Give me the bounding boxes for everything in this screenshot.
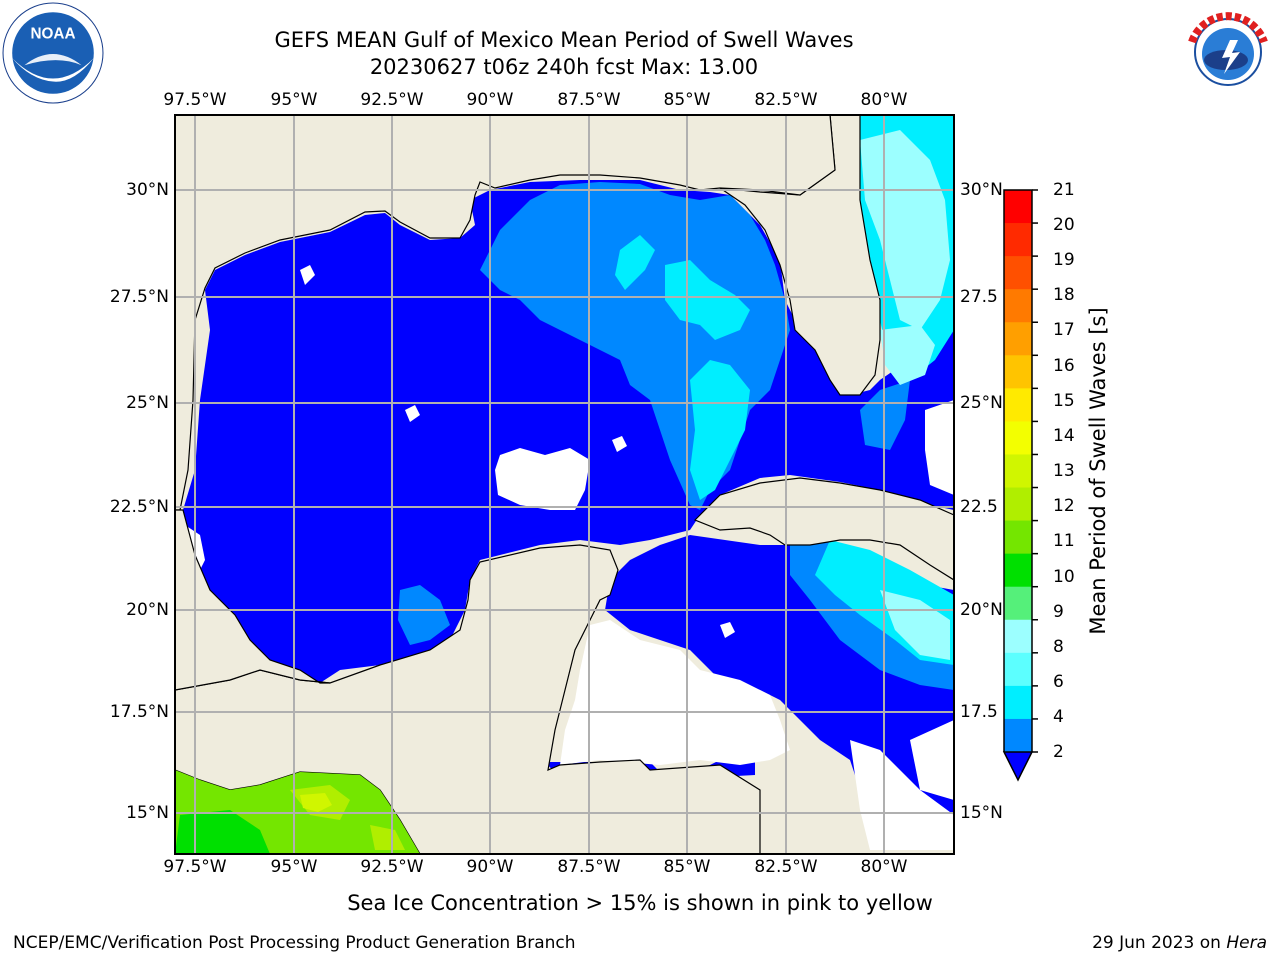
lon-label-top: 87.5°W bbox=[557, 90, 621, 110]
footer-date: 29 Jun 2023 on Hera bbox=[1092, 933, 1267, 953]
national-weather-service-logo bbox=[1180, 4, 1276, 100]
lat-label-left: 20°N bbox=[126, 600, 169, 620]
colorbar-label: Mean Period of Swell Waves [s] bbox=[1086, 307, 1110, 635]
map-frame bbox=[174, 114, 955, 855]
colorbar-tick-label: 2 bbox=[1053, 742, 1064, 762]
colorbar-tick-label: 13 bbox=[1053, 461, 1075, 481]
lat-label-right: 20°N bbox=[960, 600, 1003, 620]
gridlines bbox=[175, 115, 954, 854]
colorbar-tick-label: 14 bbox=[1053, 426, 1075, 446]
colorbar-tick-label: 20 bbox=[1053, 215, 1075, 235]
colorbar-segment bbox=[1004, 223, 1032, 257]
colorbar-tick-label: 18 bbox=[1053, 285, 1075, 305]
noaa-logo: NOAA bbox=[2, 2, 104, 104]
lon-label-top: 95°W bbox=[270, 90, 318, 110]
lat-label-right: 25°N bbox=[960, 393, 1003, 413]
colorbar-tick-label: 6 bbox=[1053, 672, 1064, 692]
colorbar-segment bbox=[1004, 520, 1032, 555]
colorbar-segment bbox=[1004, 586, 1032, 621]
colorbar-tick-label: 11 bbox=[1053, 531, 1075, 551]
lat-label-right: 22.5 bbox=[960, 497, 998, 517]
lat-label-right: 30°N bbox=[960, 180, 1003, 200]
colorbar-tick-label: 4 bbox=[1053, 707, 1064, 727]
colorbar-extend-triangle bbox=[1002, 751, 1034, 782]
colorbar-segment bbox=[1004, 190, 1032, 224]
lon-label-bottom: 97.5°W bbox=[163, 857, 227, 877]
lon-label-top: 90°W bbox=[466, 90, 514, 110]
colorbar-frame bbox=[1003, 189, 1033, 752]
lat-label-left: 22.5°N bbox=[109, 497, 169, 517]
lat-label-right: 27.5 bbox=[960, 287, 998, 307]
no-data-area bbox=[495, 448, 590, 510]
colorbar-segment bbox=[1004, 322, 1032, 356]
colorbar-segment bbox=[1004, 553, 1032, 588]
footer-machine: Hera bbox=[1226, 933, 1267, 953]
lat-label-right: 17.5 bbox=[960, 702, 998, 722]
colorbar-segment bbox=[1004, 487, 1032, 522]
colorbar-tick-label: 16 bbox=[1053, 356, 1075, 376]
colorbar-tick-label: 10 bbox=[1053, 567, 1075, 587]
chart-subtitle: 20230627 t06z 240h fcst Max: 13.00 bbox=[369, 55, 759, 79]
colorbar-tick-label: 8 bbox=[1053, 637, 1064, 657]
swell-8-9s bbox=[860, 130, 950, 330]
colorbar-segment bbox=[1004, 652, 1032, 687]
colorbar-tick-label: 9 bbox=[1053, 602, 1064, 622]
colorbar-segment bbox=[1004, 421, 1032, 455]
swell-6-8s bbox=[690, 360, 750, 500]
footer-date-text: 29 Jun 2023 on bbox=[1092, 933, 1221, 953]
lon-label-bottom: 80°W bbox=[860, 857, 908, 877]
lon-label-top: 92.5°W bbox=[360, 90, 424, 110]
lon-label-top: 82.5°W bbox=[754, 90, 818, 110]
footer-credit: NCEP/EMC/Verification Post Processing Pr… bbox=[13, 933, 576, 953]
colorbar-segment bbox=[1004, 718, 1032, 753]
colorbar-segment bbox=[1004, 256, 1032, 290]
us-gulf-coast-land bbox=[175, 115, 836, 511]
lat-label-left: 30°N bbox=[126, 180, 169, 200]
colorbar-segment bbox=[1004, 289, 1032, 323]
colorbar-tick-label: 19 bbox=[1053, 250, 1075, 270]
lon-label-top: 97.5°W bbox=[163, 90, 227, 110]
lat-label-left: 15°N bbox=[126, 803, 169, 823]
colorbar-segment bbox=[1004, 388, 1032, 422]
lon-label-bottom: 87.5°W bbox=[557, 857, 621, 877]
lat-label-left: 27.5°N bbox=[109, 287, 169, 307]
colorbar-tick-label: 17 bbox=[1053, 320, 1075, 340]
colorbar-segment bbox=[1004, 619, 1032, 654]
lon-label-bottom: 95°W bbox=[270, 857, 318, 877]
colorbar-tick-label: 12 bbox=[1053, 496, 1075, 516]
colorbar-segment bbox=[1004, 454, 1032, 489]
sea-ice-note: Sea Ice Concentration > 15% is shown in … bbox=[347, 891, 933, 915]
lat-label-right: 15°N bbox=[960, 803, 1003, 823]
colorbar-tick-label: 15 bbox=[1053, 391, 1075, 411]
lon-label-bottom: 85°W bbox=[663, 857, 711, 877]
lon-label-bottom: 90°W bbox=[466, 857, 514, 877]
lon-label-bottom: 92.5°W bbox=[360, 857, 424, 877]
lat-label-left: 17.5°N bbox=[109, 702, 169, 722]
lon-label-top: 85°W bbox=[663, 90, 711, 110]
colorbar-tick-label: 21 bbox=[1053, 180, 1075, 200]
lon-label-top: 80°W bbox=[860, 90, 908, 110]
chart-title: GEFS MEAN Gulf of Mexico Mean Period of … bbox=[274, 28, 854, 52]
colorbar-segment bbox=[1004, 355, 1032, 389]
cuba-land bbox=[693, 477, 954, 581]
lat-label-left: 25°N bbox=[126, 393, 169, 413]
colorbar-segment bbox=[1004, 685, 1032, 720]
lon-label-bottom: 82.5°W bbox=[754, 857, 818, 877]
svg-text:NOAA: NOAA bbox=[31, 26, 76, 43]
